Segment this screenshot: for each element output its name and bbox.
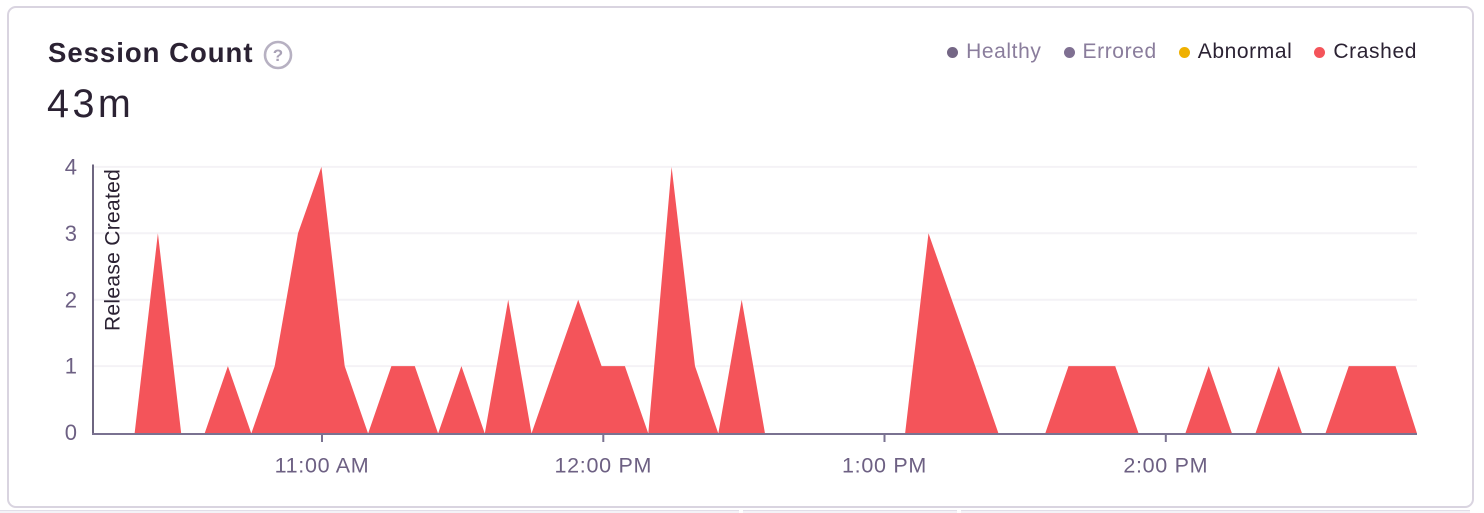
- svg-text:11:00 AM: 11:00 AM: [275, 454, 370, 478]
- svg-text:Release Created: Release Created: [102, 169, 125, 331]
- svg-text:1: 1: [65, 354, 77, 379]
- svg-text:3: 3: [65, 221, 77, 246]
- svg-text:1:00 PM: 1:00 PM: [842, 454, 927, 478]
- svg-text:12:00 PM: 12:00 PM: [554, 454, 652, 478]
- svg-text:0: 0: [65, 420, 77, 445]
- svg-text:4: 4: [65, 155, 77, 180]
- svg-text:?: ?: [273, 46, 283, 65]
- svg-text:2: 2: [65, 287, 77, 312]
- svg-text:2:00 PM: 2:00 PM: [1123, 454, 1208, 478]
